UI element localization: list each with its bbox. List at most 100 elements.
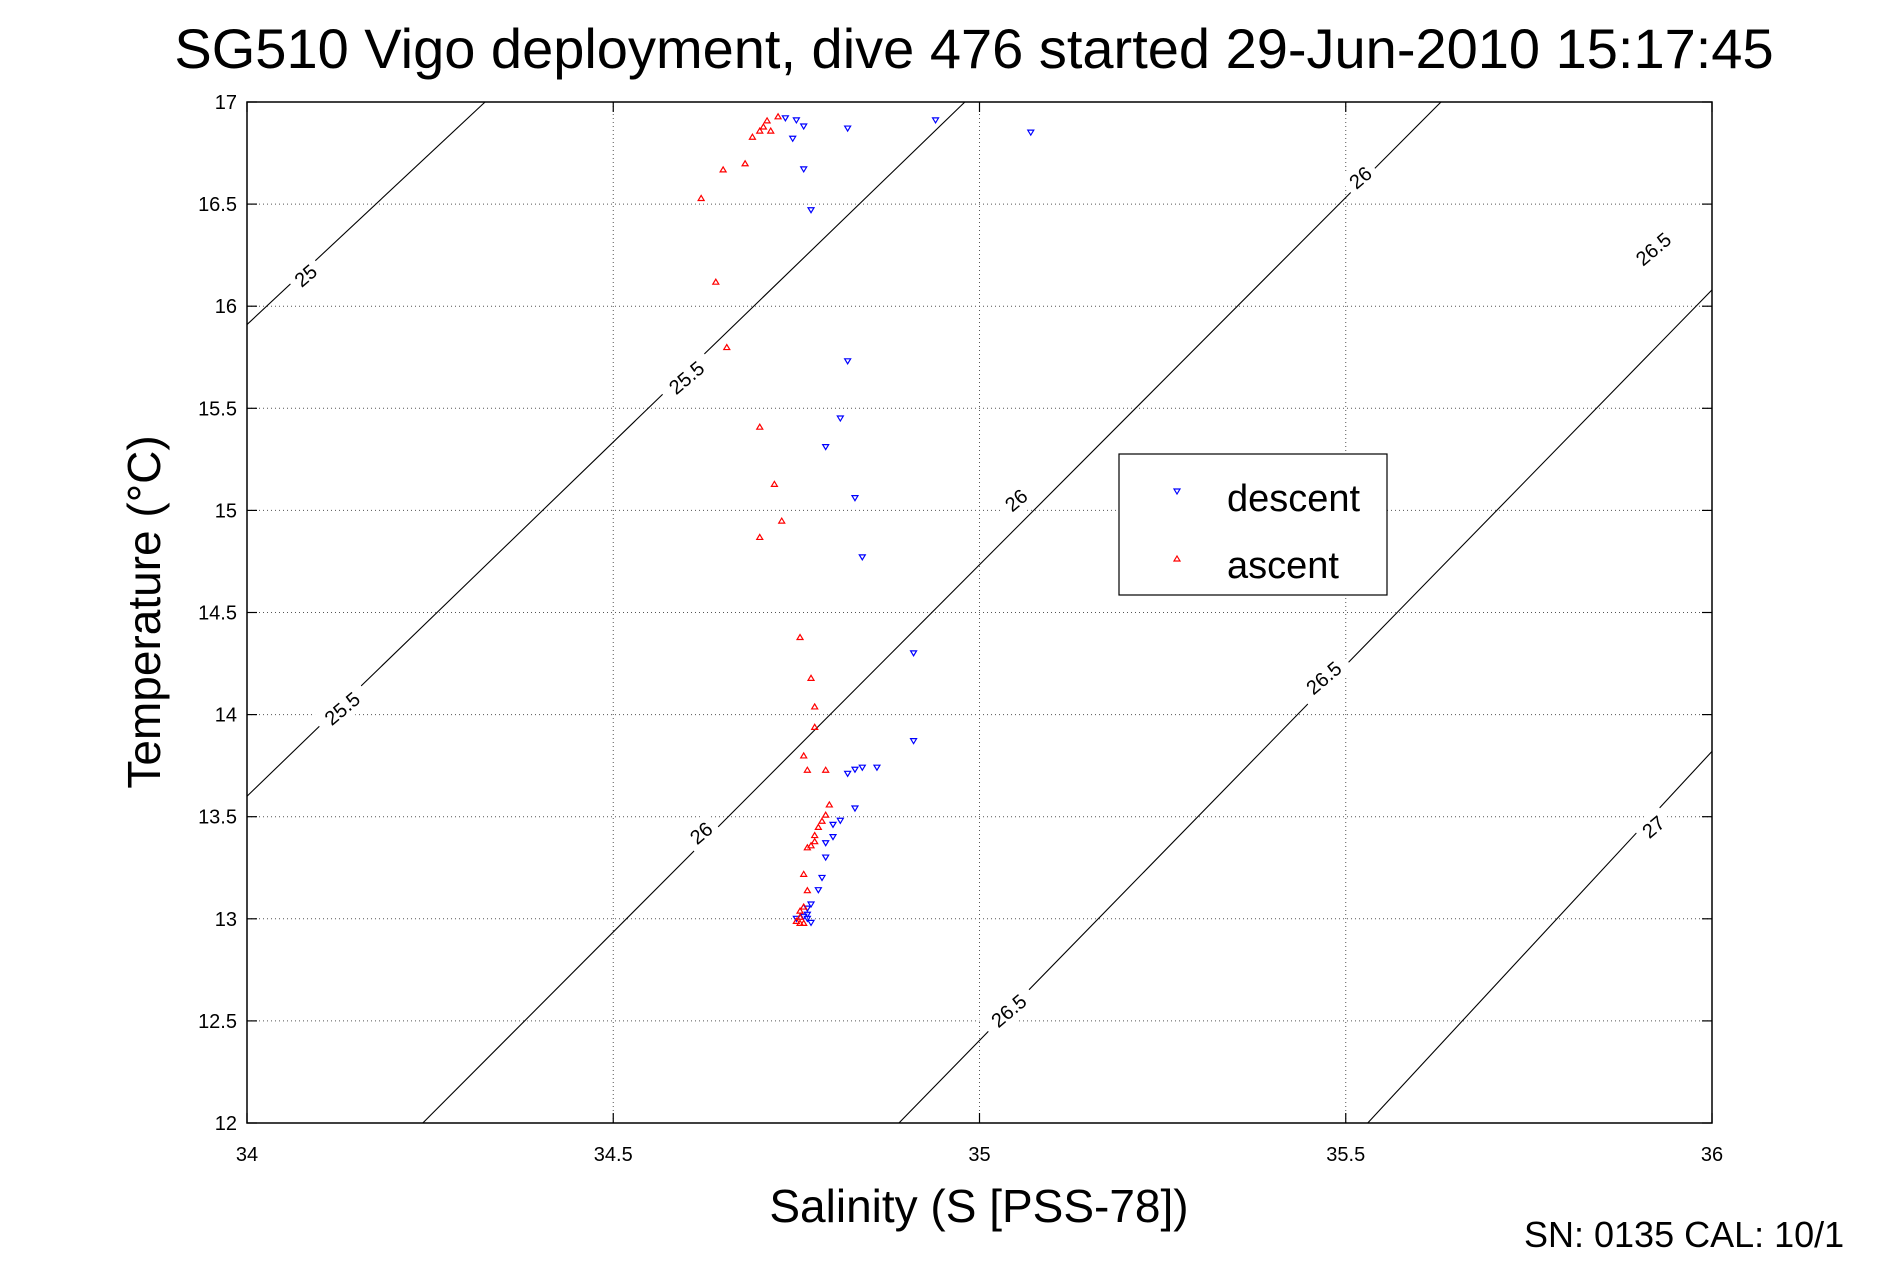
descent-point	[803, 915, 812, 923]
contour-label-background	[311, 679, 373, 738]
descent-point	[806, 919, 816, 927]
y-tick-label: 12.5	[198, 1011, 237, 1033]
ascent-point	[741, 159, 750, 167]
ascent-point	[817, 817, 827, 824]
descent-point	[806, 207, 816, 214]
contour-label-background	[284, 254, 327, 297]
x-tick-label: 36	[1701, 1144, 1723, 1166]
descent-point	[836, 415, 845, 423]
descent-point	[821, 854, 830, 862]
y-tick-label: 12	[215, 1113, 237, 1135]
ascent-point	[777, 516, 786, 524]
legend-box	[1118, 453, 1388, 596]
ascent-point	[755, 533, 764, 541]
contour-label-background	[1632, 806, 1675, 848]
y-axis-label: Temperature (°C)	[118, 435, 170, 788]
x-axis-label: Salinity (S [PSS-78])	[769, 1180, 1188, 1232]
descent-point	[1026, 129, 1035, 137]
ascent-point	[803, 766, 812, 773]
y-tick-label: 15.5	[198, 398, 237, 420]
ascent-point	[810, 723, 819, 730]
ascent-point	[814, 823, 823, 831]
x-tick-label: 35.5	[1326, 1144, 1365, 1166]
legend-descent-marker	[1172, 488, 1182, 496]
descent-point	[843, 770, 852, 778]
ascent-point	[799, 870, 808, 877]
descent-point	[858, 764, 867, 772]
ascent-point	[825, 800, 834, 808]
ascent-point	[755, 423, 764, 430]
ascent-point	[803, 886, 812, 894]
descent-point	[792, 117, 801, 125]
isopycnal-line	[1367, 750, 1713, 1124]
descent-point	[843, 358, 852, 366]
y-tick-label: 14.5	[198, 603, 237, 625]
legend: descent ascent	[1118, 453, 1388, 596]
descent-point	[828, 821, 838, 829]
contour-label-background	[1339, 156, 1382, 199]
descent-point	[909, 650, 918, 658]
descent-point	[836, 817, 845, 825]
axis-ticks: 34 34.5 35 35.5 36 12 12.5 13 13.5 14 14.5 15 15.5 16…	[198, 92, 1723, 1166]
y-tick-label: 14	[215, 705, 237, 727]
ascent-point	[719, 165, 728, 173]
isopycnal-line	[898, 289, 1713, 1124]
ascent-point	[774, 112, 783, 120]
ascent-point	[763, 116, 772, 124]
y-tick-label: 16.5	[198, 194, 237, 216]
ascent-point	[810, 831, 819, 839]
y-tick-label: 16	[215, 296, 237, 318]
descent-point	[788, 135, 797, 143]
contour-label-background	[1622, 220, 1684, 278]
isopycnal-line	[422, 101, 1442, 1124]
ascent-point	[770, 480, 779, 487]
descent-point	[799, 123, 808, 131]
isopycnal-line	[246, 101, 486, 325]
ascent-point	[821, 766, 830, 773]
ascent-point	[748, 133, 757, 140]
ascent-point	[821, 810, 830, 818]
isopycnal-line	[246, 101, 966, 797]
descent-point	[931, 117, 940, 125]
ascent-point	[759, 122, 768, 130]
x-tick-label: 35	[968, 1144, 990, 1166]
descent-point	[814, 887, 823, 894]
y-tick-label: 13	[215, 909, 237, 931]
descent-point	[858, 554, 867, 562]
descent-point	[909, 738, 918, 745]
ascent-point	[806, 674, 816, 681]
contour-label-background	[655, 349, 718, 407]
contour-label-background	[978, 982, 1040, 1040]
descent-point	[843, 125, 852, 133]
x-tick-label: 34.5	[594, 1144, 633, 1166]
legend-ascent-label: ascent	[1227, 545, 1339, 587]
descent-point	[781, 115, 790, 123]
ascent-point	[792, 917, 801, 924]
contour-label-background	[1293, 649, 1355, 707]
descent-point	[799, 166, 808, 174]
ascent-point	[795, 633, 805, 641]
data-points	[697, 112, 1035, 927]
y-tick-label: 17	[215, 92, 237, 114]
ascent-point	[711, 278, 720, 285]
contour-label-background	[679, 812, 723, 854]
contour-label-background	[994, 479, 1038, 522]
ascent-point	[799, 919, 808, 926]
ascent-point	[810, 702, 819, 710]
y-tick-label: 13.5	[198, 807, 237, 829]
y-tick-label: 15	[215, 500, 237, 522]
descent-point	[828, 834, 838, 841]
legend-ascent-marker	[1172, 554, 1182, 562]
chart-title: SG510 Vigo deployment, dive 476 started …	[174, 17, 1773, 80]
ascent-point	[697, 194, 706, 202]
ascent-point	[810, 837, 819, 845]
legend-descent-label: descent	[1227, 478, 1361, 520]
ascent-point	[799, 902, 808, 910]
ascent-point	[795, 913, 805, 920]
ascent-point	[766, 126, 775, 134]
descent-point	[850, 805, 860, 813]
descent-point	[821, 840, 830, 847]
ascent-point	[722, 343, 731, 351]
descent-point	[850, 766, 860, 774]
